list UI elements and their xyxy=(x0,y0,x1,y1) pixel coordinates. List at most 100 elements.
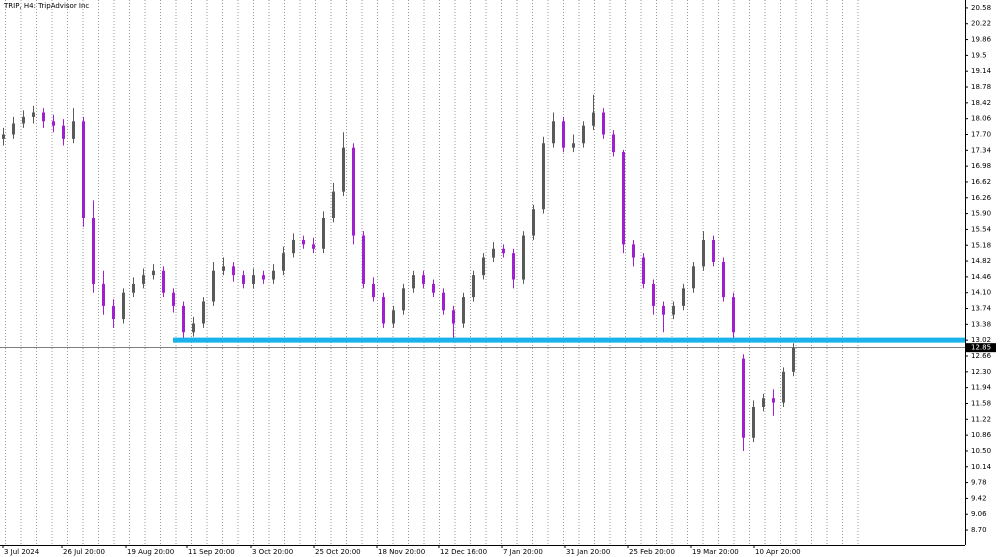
candle-body xyxy=(582,125,585,144)
x-tick-label: 11 Sep 20:00 xyxy=(188,548,235,556)
candle-body xyxy=(542,143,545,210)
candle-body xyxy=(662,305,665,315)
candle-body xyxy=(32,112,35,117)
y-tick-label: 15.90 xyxy=(971,210,991,218)
x-tick-label: 10 Apr 20:00 xyxy=(755,548,801,556)
y-tick-label: 9.42 xyxy=(971,494,987,502)
candle-body xyxy=(402,288,405,311)
candle-body xyxy=(442,292,445,311)
y-tick-label: 11.94 xyxy=(971,384,992,392)
y-tick-label: 18.42 xyxy=(971,99,991,107)
candle-body xyxy=(322,218,325,249)
candle-body xyxy=(72,121,75,139)
y-tick-label: 18.78 xyxy=(971,83,991,91)
candle-body xyxy=(532,209,535,236)
candle-body xyxy=(252,275,255,284)
candle-body xyxy=(742,358,745,438)
candle-body xyxy=(382,297,385,324)
candle-body xyxy=(752,406,755,438)
period-separators xyxy=(5,0,859,545)
candle-body xyxy=(262,275,265,280)
candle-body xyxy=(182,305,185,333)
y-tick-label: 10.86 xyxy=(971,431,992,439)
y-tick-label: 9.78 xyxy=(971,479,987,487)
candle-body xyxy=(332,191,335,218)
y-tick-label: 14.46 xyxy=(971,273,992,281)
y-tick-label: 11.58 xyxy=(971,399,991,407)
candle-body xyxy=(112,305,115,320)
candle-body xyxy=(492,248,495,258)
candle-body xyxy=(762,398,765,407)
candle-body xyxy=(52,121,55,126)
x-tick-label: 25 Feb 20:00 xyxy=(629,548,675,556)
candle-body xyxy=(712,239,715,262)
candle-body xyxy=(232,266,235,276)
candle-body xyxy=(192,323,195,333)
x-tick-label: 3 Oct 20:00 xyxy=(252,548,293,556)
candle-body xyxy=(282,253,285,271)
y-tick-label: 20.22 xyxy=(971,20,991,28)
candle-body xyxy=(162,270,165,293)
y-tick-label: 14.10 xyxy=(971,289,991,297)
candle-body xyxy=(302,239,305,245)
x-tick-label: 12 Dec 16:00 xyxy=(440,548,487,556)
y-tick-label: 20.58 xyxy=(971,4,991,12)
candle-body xyxy=(682,288,685,306)
y-tick-label: 11.22 xyxy=(971,415,991,423)
chart-title: TRIP, H4: TripAdvisor Inc xyxy=(3,2,89,10)
y-tick-label: 16.26 xyxy=(971,194,992,202)
candle-body xyxy=(792,347,795,372)
y-tick-label: 8.70 xyxy=(971,526,987,534)
candle-body xyxy=(92,218,95,284)
y-tick-label: 10.50 xyxy=(971,447,991,455)
x-tick-label: 26 Jul 20:00 xyxy=(63,548,105,556)
candle-body xyxy=(362,235,365,284)
candle-body xyxy=(482,257,485,276)
y-tick-label: 18.06 xyxy=(971,115,992,123)
y-tick-label: 16.98 xyxy=(971,162,991,170)
x-tick-label: 3 Jul 2024 xyxy=(4,548,40,556)
candle-body xyxy=(342,147,345,192)
candle-body xyxy=(702,239,705,267)
candle-body xyxy=(642,257,645,284)
candle-body xyxy=(102,283,105,306)
y-tick-label: 13.02 xyxy=(971,336,991,344)
candle-body xyxy=(432,283,435,293)
candle-body xyxy=(652,283,655,306)
candle-body xyxy=(692,266,695,289)
candle-body xyxy=(782,371,785,403)
y-tick-label: 19.5 xyxy=(971,51,987,59)
y-tick-label: 17.70 xyxy=(971,130,991,138)
candle-body xyxy=(612,134,615,153)
x-tick-label: 19 Mar 20:00 xyxy=(692,548,739,556)
y-tick-label: 9.06 xyxy=(971,510,987,518)
candle-body xyxy=(292,239,295,254)
candle-body xyxy=(222,266,225,271)
candle-body xyxy=(242,275,245,284)
candle-body xyxy=(312,244,315,249)
candle-body xyxy=(412,275,415,289)
candle-body xyxy=(62,125,65,139)
last-price-label: 12.85 xyxy=(971,344,991,352)
candle-body xyxy=(22,116,25,124)
candle-body xyxy=(622,152,625,245)
candle-body xyxy=(152,270,155,276)
candle-body xyxy=(352,147,355,236)
candle-body xyxy=(592,112,595,126)
candle-body xyxy=(142,275,145,284)
candle-body xyxy=(372,283,375,298)
candle-body xyxy=(552,121,555,144)
candle-body xyxy=(522,235,525,280)
y-tick-label: 15.18 xyxy=(971,241,991,249)
candle-body xyxy=(272,270,275,280)
candle-body xyxy=(202,301,205,324)
candle-body xyxy=(422,275,425,284)
y-tick-label: 17.34 xyxy=(971,146,992,154)
last-price-box xyxy=(966,343,996,353)
x-tick-label: 31 Jan 20:00 xyxy=(566,548,610,556)
candle-body xyxy=(12,123,15,135)
candle-body xyxy=(732,297,735,333)
x-tick-label: 18 Nov 20:00 xyxy=(378,548,425,556)
